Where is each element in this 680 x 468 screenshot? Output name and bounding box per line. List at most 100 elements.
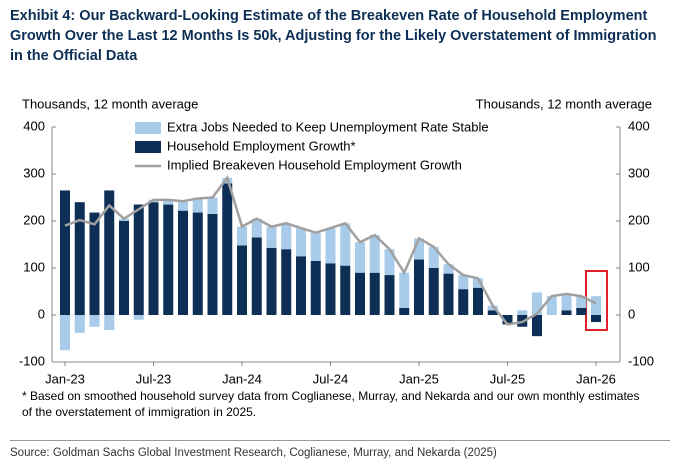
y-tick-label: 100 [23, 259, 45, 274]
bar-segment [443, 264, 454, 274]
bar-segment [178, 201, 188, 211]
bar [148, 202, 159, 315]
y-tick-label: 0 [38, 306, 45, 321]
y2-tick-label: 0 [628, 306, 635, 321]
y2-axis-label: Thousands, 12 month average [476, 96, 652, 111]
bar-segment [104, 315, 115, 331]
bar [532, 315, 542, 337]
bar [178, 210, 188, 315]
bar [60, 190, 70, 315]
bar-segment [340, 223, 351, 266]
bar [487, 310, 498, 315]
bar-segment [60, 315, 70, 351]
bar [222, 183, 233, 315]
bar [251, 237, 262, 315]
bar [281, 249, 292, 315]
bar-segment [251, 218, 262, 238]
bar-segment [207, 197, 218, 214]
bar [369, 272, 380, 315]
y-tick-label: -100 [19, 353, 45, 368]
y-tick-label: 200 [23, 212, 45, 227]
bar-segment [163, 199, 174, 205]
bar [266, 247, 277, 315]
legend-swatch [135, 122, 161, 134]
bar [89, 212, 100, 315]
bar [74, 202, 85, 315]
legend-label: Extra Jobs Needed to Keep Unemployment R… [167, 119, 489, 134]
divider [10, 440, 670, 441]
bar [428, 268, 439, 315]
bar-segment [266, 226, 277, 248]
x-tick-label: Jul-25 [490, 371, 525, 386]
bar-segment [532, 292, 542, 315]
bar-segment [517, 310, 528, 315]
bar-segment [487, 305, 498, 311]
bar-segment [458, 275, 469, 290]
legend-label: Implied Breakeven Household Employment G… [167, 157, 462, 172]
bar [384, 275, 395, 315]
bar-segment [399, 272, 410, 308]
chart-title: Exhibit 4: Our Backward-Looking Estimate… [10, 8, 657, 64]
bar-segment [546, 296, 557, 315]
y-tick-label: 300 [23, 165, 45, 180]
bar-segment [237, 226, 247, 246]
bar-segment [384, 249, 395, 276]
bar [119, 221, 129, 315]
bar-segment [561, 293, 572, 311]
bar [192, 212, 203, 315]
bar [399, 307, 410, 315]
source: Source: Goldman Sachs Global Investment … [10, 447, 497, 459]
bar-segment [414, 238, 424, 260]
x-tick-label: Jan-26 [576, 371, 616, 386]
bar-segment [473, 278, 483, 288]
y2-tick-label: -100 [628, 353, 654, 368]
bar [576, 307, 587, 315]
y-tick-label: 400 [23, 118, 45, 133]
x-tick-label: Jan-24 [222, 371, 262, 386]
y2-tick-label: 100 [628, 259, 650, 274]
footnote: * Based on smoothed household survey dat… [22, 389, 640, 419]
bar [591, 315, 601, 323]
bar [355, 272, 365, 315]
x-tick-label: Jul-24 [313, 371, 348, 386]
y2-tick-label: 400 [628, 118, 650, 133]
bar [207, 213, 218, 315]
bar-segment [192, 198, 203, 213]
y2-tick-label: 300 [628, 165, 650, 180]
bar-segment [74, 315, 85, 333]
legend-label: Household Employment Growth* [167, 138, 356, 153]
y2-tick-label: 200 [628, 212, 650, 227]
x-tick-label: Jan-25 [399, 371, 439, 386]
x-tick-label: Jul-23 [136, 371, 171, 386]
bar [473, 287, 483, 315]
bar [104, 190, 115, 315]
bar [414, 259, 424, 315]
bar [325, 263, 336, 315]
bar-segment [296, 228, 306, 257]
bar [237, 245, 247, 315]
y-axis-label: Thousands, 12 month average [22, 96, 198, 111]
bar-segment [428, 246, 439, 268]
bar [340, 265, 351, 315]
x-tick-label: Jan-23 [45, 371, 85, 386]
bar-segment [133, 315, 144, 320]
legend-swatch [135, 141, 161, 153]
bar-segment [369, 235, 380, 273]
bar-segment [576, 296, 587, 308]
bar [310, 260, 321, 315]
bar [163, 204, 174, 315]
bar [443, 273, 454, 315]
bar-segment [325, 228, 336, 264]
bar [133, 204, 144, 315]
bar [502, 315, 513, 325]
bar-segment [591, 296, 601, 315]
bar-segment [310, 232, 321, 261]
bar [458, 289, 469, 315]
bar-segment [355, 242, 365, 273]
bar-segment [281, 223, 292, 250]
line [64, 175, 597, 326]
bar-segment [89, 315, 100, 327]
bar [296, 256, 306, 315]
